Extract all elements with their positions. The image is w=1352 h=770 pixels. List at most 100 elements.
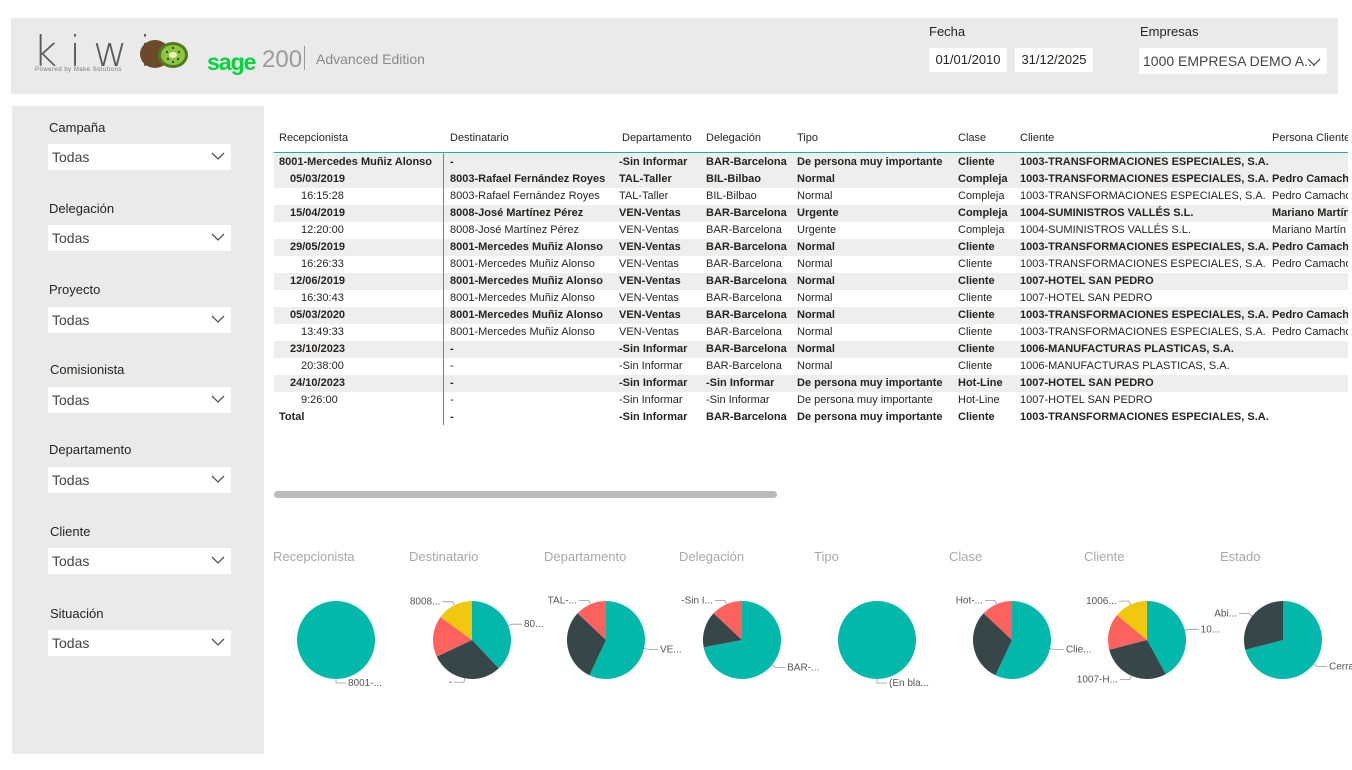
table-row[interactable]: 16:30:43 8001-Mercedes Muñiz Alonso VEN-Ve… [274, 290, 1348, 307]
pie-chart-destinatario[interactable]: 80... - 8008... [405, 575, 544, 705]
pie-slice[interactable] [703, 613, 742, 648]
cell-departamento: -Sin Informar [619, 377, 688, 389]
pie-title-cliente: Cliente [1084, 549, 1125, 564]
cell-tipo: Normal [797, 326, 833, 338]
pie-slice[interactable] [436, 640, 499, 679]
cell-cliente: 1007-HOTEL SAN PEDRO [1020, 275, 1154, 287]
pie-chart-delegación[interactable]: BAR-... -Sin I... [675, 575, 819, 705]
pie-slice[interactable] [1245, 601, 1322, 679]
table-row[interactable]: 16:15:28 8003-Rafael Fernández Royes TAL-T… [274, 188, 1348, 205]
table-row[interactable]: 16:26:33 8001-Mercedes Muñiz Alonso VEN-Ve… [274, 256, 1348, 273]
table-row[interactable]: Total - -Sin Informar BAR-Barcelona De perso… [274, 409, 1348, 426]
cell-clase: Cliente [958, 292, 993, 304]
column-header-recepcionista[interactable]: Recepcionista [279, 132, 349, 144]
pie-slice[interactable] [577, 601, 606, 640]
pie-slice[interactable] [838, 601, 916, 679]
kiwi-fruit-icon [140, 40, 188, 68]
slicer-cliente-dropdown[interactable]: Todas [48, 548, 231, 574]
cell-delegacion: BAR-Barcelona [706, 241, 787, 253]
sage-logo: sage [207, 49, 256, 75]
column-header-delegacion[interactable]: Delegación [706, 132, 762, 144]
table-row[interactable]: 05/03/2020 8001-Mercedes Muñiz Alonso VEN-… [274, 307, 1348, 324]
slicer-departamento-dropdown[interactable]: Todas [48, 467, 231, 493]
pie-slice[interactable] [983, 601, 1012, 640]
pie-title-tipo: Tipo [814, 549, 839, 564]
pie-chart-departamento[interactable]: VE... TAL-... [539, 575, 682, 705]
pie-slice[interactable] [703, 601, 781, 679]
pie-slice[interactable] [1116, 601, 1147, 640]
horizontal-scrollbar[interactable] [274, 491, 777, 498]
pie-slice[interactable] [567, 613, 606, 676]
table-row[interactable]: 20:38:00 - -Sin Informar BAR-Barcelona Norma… [274, 358, 1348, 375]
table-row[interactable]: 29/05/2019 8001-Mercedes Muñiz Alonso VEN-… [274, 239, 1348, 256]
chevron-down-icon [211, 475, 225, 483]
cell-recepcionista: 16:30:43 [301, 292, 344, 304]
slicer-comisionista-dropdown[interactable]: Todas [48, 387, 231, 413]
pie-slice[interactable] [297, 601, 375, 679]
cell-tipo: De persona muy importante [797, 377, 943, 389]
chevron-down-icon [1307, 58, 1321, 66]
pie-slice[interactable] [1147, 601, 1186, 675]
pie-slice[interactable] [1108, 615, 1147, 650]
slicer-campana-label: Campaña [49, 120, 106, 135]
cell-persona-cliente: Pedro Camacho [1272, 326, 1348, 338]
pie-slice[interactable] [440, 601, 472, 640]
cell-clase: Cliente [958, 411, 995, 423]
cell-recepcionista: 20:38:00 [301, 360, 344, 372]
cell-departamento: TAL-Taller [619, 173, 672, 185]
table-row[interactable]: 05/03/2019 8003-Rafael Fernández Royes TAL… [274, 171, 1348, 188]
column-header-departamento[interactable]: Departamento [622, 132, 692, 144]
pie-slice[interactable] [973, 613, 1012, 676]
table-row[interactable]: 12:20:00 8008-José Martínez Pérez VEN-Vent… [274, 222, 1348, 239]
pie-slice[interactable] [1109, 640, 1166, 679]
table-row[interactable]: 12/06/2019 8001-Mercedes Muñiz Alonso VEN-… [274, 273, 1348, 290]
cell-delegacion: BAR-Barcelona [706, 156, 787, 168]
pie-slice[interactable] [433, 617, 472, 657]
column-header-persona-cliente[interactable]: Persona Cliente [1272, 132, 1348, 144]
cell-recepcionista: Total [279, 411, 305, 423]
pie-data-label: 80... [524, 619, 543, 630]
pie-leader-line [578, 600, 591, 605]
cell-tipo: Normal [797, 309, 835, 321]
slicer-proyecto-dropdown[interactable]: Todas [48, 307, 231, 333]
table-row[interactable]: 8001-Mercedes Muñiz Alonso - -Sin Informar… [274, 154, 1348, 171]
cell-departamento: VEN-Ventas [619, 224, 679, 236]
cell-departamento: VEN-Ventas [619, 326, 679, 338]
pie-slice[interactable] [472, 601, 511, 669]
slicer-delegacion-dropdown[interactable]: Todas [48, 225, 231, 251]
pie-slice[interactable] [995, 601, 1051, 679]
pie-chart-cliente[interactable]: 10... 1007-H... 1006... [1077, 575, 1220, 705]
column-header-clase[interactable]: Clase [958, 132, 987, 144]
column-header-destinatario[interactable]: Destinatario [450, 132, 509, 144]
slicer-situacion-dropdown[interactable]: Todas [48, 630, 231, 656]
cell-cliente: 1003-TRANSFORMACIONES ESPECIALES, S.A. [1020, 241, 1269, 253]
slicer-cliente-label: Cliente [50, 524, 91, 539]
table-row[interactable]: 15/04/2019 8008-José Martínez Pérez VEN-Ve… [274, 205, 1348, 222]
date-from-input[interactable]: 01/01/2010 [929, 48, 1007, 72]
cell-destinatario: 8001-Mercedes Muñiz Alonso [450, 309, 604, 321]
pie-slice[interactable] [713, 601, 742, 640]
table-row[interactable]: 24/10/2023 - -Sin Informar -Sin Informar De … [274, 375, 1348, 392]
slicer-campana-dropdown[interactable]: Todas [48, 144, 231, 170]
table-row[interactable]: 23/10/2023 - -Sin Informar BAR-Barcelona Nor… [274, 341, 1348, 358]
table-row[interactable]: 9:26:00 - -Sin Informar -Sin Informar De per… [274, 392, 1348, 409]
pie-chart-recepcionista[interactable]: 8001-... [269, 575, 403, 705]
slicer-situacion-label: Situación [50, 606, 104, 621]
pie-slice[interactable] [589, 601, 645, 679]
date-to-input[interactable]: 31/12/2025 [1015, 48, 1093, 72]
pie-leader-line [1313, 663, 1327, 667]
table-row[interactable]: 13:49:33 8001-Mercedes Muñiz Alonso VEN-Ve… [274, 324, 1348, 341]
cell-departamento: VEN-Ventas [619, 207, 681, 219]
pie-slice[interactable] [1244, 601, 1283, 650]
cell-clase: Cliente [958, 309, 995, 321]
pie-data-label: Abi... [1214, 609, 1237, 620]
cell-delegacion: BAR-Barcelona [706, 275, 787, 287]
pie-chart-estado[interactable]: Cerra... Abi... [1214, 575, 1352, 705]
column-header-cliente[interactable]: Cliente [1020, 132, 1055, 144]
pie-chart-tipo[interactable]: (En bla... [810, 575, 944, 705]
cell-cliente: 1003-TRANSFORMACIONES ESPECIALES, S.A. [1020, 156, 1269, 168]
cell-clase: Compleja [958, 207, 1008, 219]
column-header-tipo[interactable]: Tipo [797, 132, 818, 144]
empresas-dropdown[interactable]: 1000 EMPRESA DEMO A... [1139, 48, 1327, 74]
pie-chart-clase[interactable]: Clie... Hot-... [945, 575, 1092, 705]
